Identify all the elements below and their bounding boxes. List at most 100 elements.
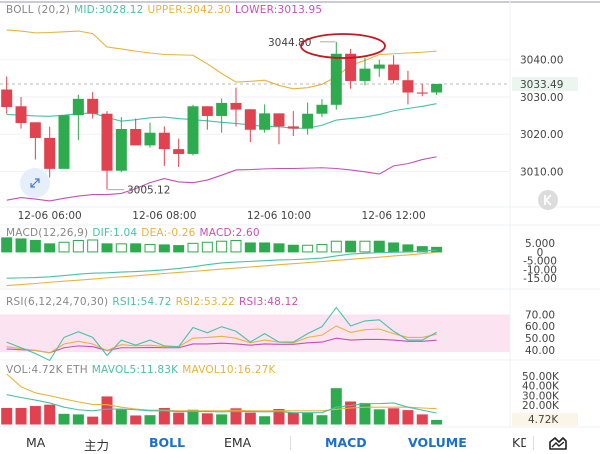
- dea-line: [6, 251, 437, 287]
- volume-tick: 50.00K: [522, 371, 560, 383]
- macd-bar: [187, 242, 199, 253]
- rsi-legend: RSI(6,12,24,70,30) RSI1:54.72 RSI2:53.22 RS…: [6, 296, 302, 308]
- expand-button[interactable]: [20, 168, 50, 198]
- price-tick: 3040.00: [520, 55, 563, 67]
- volume-bar: [388, 408, 400, 425]
- candle-body: [373, 64, 385, 69]
- expand-icon: [30, 178, 40, 188]
- candle: [144, 122, 156, 148]
- tab-ema[interactable]: EMA: [224, 435, 252, 450]
- volume-bar: [101, 396, 113, 425]
- vol-legend: VOL:4.72K ETH MAVOL5:11.83K MAVOL10:16.27K: [6, 364, 280, 376]
- macd-bar: [72, 240, 84, 253]
- dif-line: [6, 249, 437, 279]
- rsi1-line: [6, 306, 437, 362]
- macd-bar: [431, 246, 443, 253]
- candle-body: [402, 80, 414, 93]
- volume-bar: [173, 412, 185, 425]
- macd-bar: [230, 240, 242, 253]
- rsi-tick: 60.00: [525, 321, 555, 333]
- scroll-latest-button[interactable]: [538, 190, 558, 210]
- volume-bar: [402, 410, 414, 425]
- volume-bar: [416, 414, 428, 425]
- macd-bar: [373, 240, 385, 253]
- volume-bar: [273, 408, 285, 425]
- mavol10-line: [6, 373, 437, 412]
- candle: [216, 98, 228, 133]
- macd-bar: [158, 244, 170, 253]
- candle: [416, 83, 428, 97]
- tab-boll[interactable]: BOLL: [149, 435, 186, 450]
- candle: [302, 102, 314, 135]
- rsi3: RSI3:48.12: [239, 296, 299, 308]
- boll-upper: UPPER:3042.30: [147, 4, 232, 16]
- volume-bar: [330, 388, 342, 425]
- candle: [187, 104, 199, 156]
- volume-bar: [58, 413, 70, 425]
- volume-bar: [216, 414, 228, 425]
- tab-ma[interactable]: MA: [26, 435, 46, 450]
- mavol10: MAVOL10:16.27K: [182, 364, 276, 376]
- candle-body: [201, 106, 213, 116]
- candle: [230, 87, 242, 127]
- candle-body: [230, 102, 242, 110]
- candle-body: [416, 92, 428, 94]
- candle: [388, 55, 400, 84]
- volume-bar: [244, 412, 256, 425]
- macd-bar: [58, 241, 70, 253]
- tab-kd[interactable]: KD: [512, 435, 526, 450]
- candle-body: [216, 102, 228, 116]
- tab-volume[interactable]: VOLUME: [408, 435, 467, 450]
- tab-divider: [290, 436, 291, 450]
- candle: [130, 118, 142, 146]
- boll-lower: LOWER:3013.95: [235, 4, 323, 16]
- volume-bar: [44, 404, 56, 425]
- tab-main-force[interactable]: 主力: [84, 438, 110, 453]
- volume-bar: [130, 415, 142, 425]
- candle: [273, 113, 285, 145]
- volume-bar: [316, 415, 328, 425]
- macd-bar: [302, 244, 314, 253]
- macd-bar: [345, 240, 357, 253]
- macd-tick: 0: [537, 247, 544, 259]
- candle-body: [173, 149, 185, 154]
- macd-bar: [316, 244, 328, 253]
- candle: [402, 70, 414, 105]
- time-tick: 12-06 10:00: [247, 210, 311, 222]
- candle-body: [431, 83, 443, 93]
- macd-bar: [388, 242, 400, 253]
- candle-body: [44, 137, 56, 169]
- candle: [287, 111, 299, 137]
- time-tick: 12-06 12:00: [362, 210, 426, 222]
- volume-bar: [302, 412, 314, 425]
- candle: [359, 57, 371, 86]
- macd-bar: [273, 243, 285, 253]
- candle-body: [244, 109, 256, 130]
- volume-bar: [115, 408, 127, 425]
- macd-bar: [359, 240, 371, 253]
- boll-lower-line: [6, 156, 437, 202]
- volume-bar: [72, 414, 84, 425]
- rsi2: RSI2:53.22: [175, 296, 236, 308]
- candle-body: [316, 104, 328, 114]
- candle-body: [144, 132, 156, 146]
- boll-legend-name: BOLL (20,2): [6, 4, 71, 16]
- tab-macd[interactable]: MACD: [325, 435, 367, 450]
- macd-legend-name: MACD(12,26,9): [6, 227, 89, 239]
- macd-bar: [44, 243, 56, 253]
- candle-body: [101, 113, 113, 171]
- candle-body: [345, 53, 357, 81]
- macd-bar: [259, 242, 271, 253]
- macd-tick: -5.000: [523, 256, 557, 268]
- kline-chart[interactable]: 3040.00 3030.00 3020.00 3010.00 12-06 06:00 1…: [0, 0, 600, 432]
- candle-body: [158, 132, 170, 150]
- low-price-label: 3005.12: [127, 185, 170, 197]
- indicator-chart-icon[interactable]: [548, 435, 568, 451]
- candle: [101, 111, 113, 190]
- candle-body: [388, 64, 400, 81]
- volume-bar: [1, 407, 13, 425]
- rsi-tick: 70.00: [525, 309, 555, 321]
- tab-divider: [533, 436, 534, 450]
- last-price-label: 3033.49: [520, 79, 563, 91]
- time-tick: 12-06 06:00: [18, 210, 82, 222]
